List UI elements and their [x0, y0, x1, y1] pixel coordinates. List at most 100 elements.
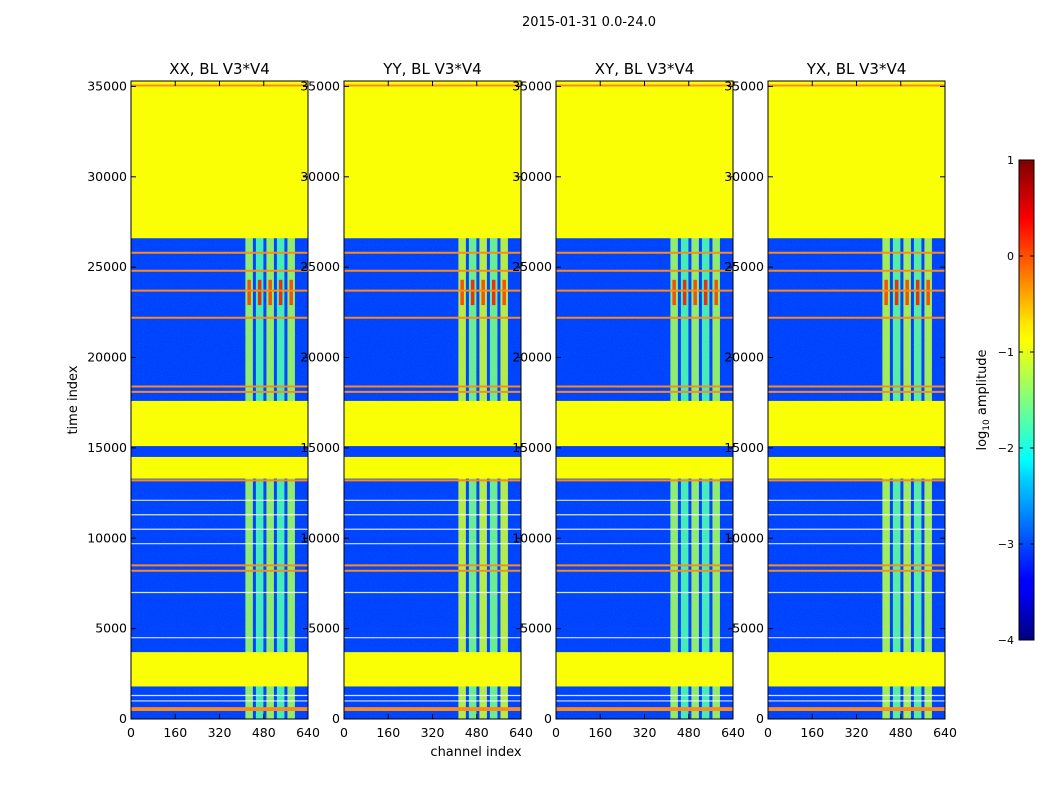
y-tick-label: 10000	[724, 530, 764, 545]
y-tick-label: 35000	[87, 78, 127, 93]
colorbar-tick-label: −3	[998, 538, 1014, 551]
colorbar: 1 0 −1 −2 −3 −4 log10 amplitude	[975, 154, 1035, 647]
flagged-region	[131, 81, 308, 239]
y-tick-label: 25000	[512, 259, 552, 274]
x-tick-label: 640	[296, 725, 320, 740]
colorbar-tick-label: 0	[1007, 250, 1014, 263]
noise-band	[768, 446, 945, 457]
signal-hotspot	[257, 279, 262, 306]
signal-stripe	[913, 81, 922, 719]
signal-hotspot	[289, 279, 293, 306]
noise-band	[131, 446, 308, 457]
noise-band	[344, 446, 521, 457]
signal-stripe	[701, 81, 710, 719]
flagged-region	[768, 400, 945, 479]
signal-hotspot	[693, 279, 697, 306]
x-tick-label: 480	[889, 725, 913, 740]
y-tick-label: 30000	[512, 169, 552, 184]
signal-stripe	[691, 81, 699, 719]
signal-hotspot	[247, 279, 251, 306]
x-tick-label: 480	[252, 725, 276, 740]
y-tick-label: 25000	[300, 259, 340, 274]
y-tick-label: 10000	[300, 530, 340, 545]
x-tick-label: 160	[376, 725, 400, 740]
signal-stripe	[712, 81, 720, 719]
panel-4: YX, BL V3*V4 0 160 320 480 640 0 5000 10000 15000…	[724, 60, 957, 740]
y-tick-label: 35000	[300, 78, 340, 93]
y-tick-label: 15000	[87, 440, 127, 455]
y-axis-label: time index	[66, 365, 81, 434]
y-tick-label: 20000	[300, 350, 340, 365]
signal-stripe	[245, 81, 253, 719]
x-tick-label: 320	[845, 725, 869, 740]
signal-stripe	[892, 81, 901, 719]
y-tick-label: 15000	[724, 440, 764, 455]
x-tick-label: 640	[509, 725, 533, 740]
flagged-region	[556, 400, 733, 479]
panel-title: XY, BL V3*V4	[595, 60, 695, 78]
y-tick-label: 5000	[95, 621, 127, 636]
panel-title: XX, BL V3*V4	[169, 60, 270, 78]
signal-hotspot	[714, 279, 718, 306]
y-tick-label: 15000	[512, 440, 552, 455]
panel-title: YY, BL V3*V4	[382, 60, 481, 78]
y-tick-label: 15000	[300, 440, 340, 455]
x-tick-label: 480	[465, 725, 489, 740]
signal-stripe	[670, 81, 678, 719]
y-tick-label: 30000	[87, 169, 127, 184]
signal-stripe	[903, 81, 911, 719]
y-tick-label: 5000	[308, 621, 340, 636]
x-tick-label: 320	[208, 725, 232, 740]
y-tick-label: 20000	[512, 350, 552, 365]
x-tick-label: 160	[800, 725, 824, 740]
panel-title: YX, BL V3*V4	[806, 60, 907, 78]
colorbar-gradient	[1018, 159, 1035, 641]
signal-stripe	[287, 81, 295, 719]
y-tick-label: 0	[119, 711, 127, 726]
suptitle: 2015-01-31 0.0-24.0	[522, 15, 656, 30]
signal-stripe	[500, 81, 508, 719]
signal-stripe	[255, 81, 264, 719]
signal-hotspot	[905, 279, 909, 306]
x-tick-label: 320	[421, 725, 445, 740]
signal-hotspot	[268, 279, 272, 306]
colorbar-tick-label: −1	[998, 346, 1014, 359]
y-tick-label: 25000	[87, 259, 127, 274]
x-tick-label: 320	[633, 725, 657, 740]
noise-band	[556, 446, 733, 457]
flagged-region	[768, 81, 945, 239]
signal-stripe	[924, 81, 932, 719]
signal-stripe	[479, 81, 487, 719]
x-tick-label: 640	[933, 725, 957, 740]
y-tick-label: 5000	[732, 621, 764, 636]
y-tick-label: 0	[756, 711, 764, 726]
flagged-region	[768, 652, 945, 687]
y-tick-label: 20000	[724, 350, 764, 365]
x-tick-label: 0	[127, 725, 135, 740]
colorbar-tick-label: 1	[1007, 154, 1014, 167]
signal-hotspot	[470, 279, 475, 306]
signal-stripe	[266, 81, 274, 719]
flagged-region	[344, 652, 521, 687]
signal-hotspot	[491, 279, 496, 306]
signal-hotspot	[481, 279, 485, 306]
signal-hotspot	[682, 279, 687, 306]
flagged-region	[556, 81, 733, 239]
signal-stripe	[489, 81, 498, 719]
signal-hotspot	[278, 279, 283, 306]
y-tick-label: 20000	[87, 350, 127, 365]
signal-hotspot	[926, 279, 930, 306]
signal-stripe	[276, 81, 285, 719]
signal-hotspot	[703, 279, 708, 306]
flagged-region	[556, 652, 733, 687]
x-axis-label: channel index	[430, 745, 521, 760]
flagged-region	[344, 81, 521, 239]
flagged-region	[344, 400, 521, 479]
y-tick-label: 35000	[724, 78, 764, 93]
panel-1: XX, BL V3*V4 0 160 320 480 640 0 5000 10000 15000…	[87, 60, 320, 740]
signal-stripe	[468, 81, 477, 719]
x-tick-label: 0	[552, 725, 560, 740]
colorbar-label: log10 amplitude	[975, 349, 992, 450]
x-tick-label: 160	[163, 725, 187, 740]
